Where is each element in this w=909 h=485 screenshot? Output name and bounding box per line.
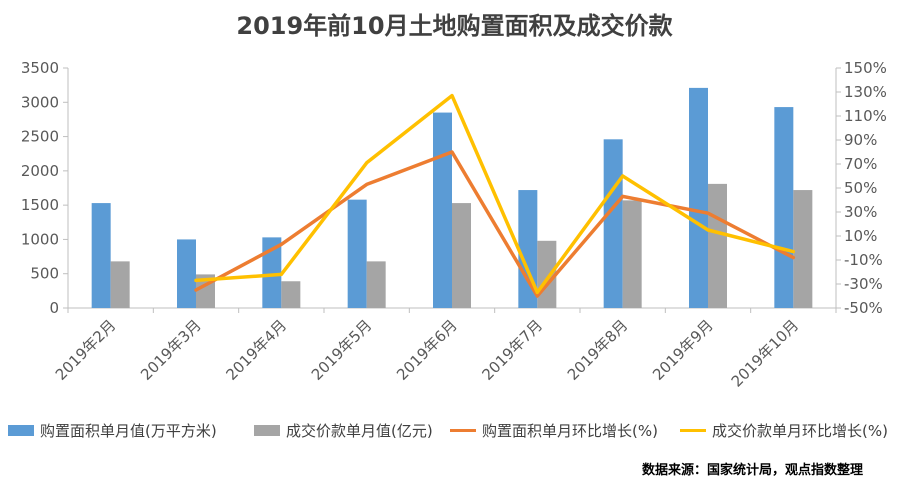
bar-price-5 [452,203,471,308]
source-note: 数据来源：国家统计局，观点指数整理 [641,463,863,478]
legend-swatch-area-bar [8,424,34,436]
bar-price-4 [366,261,386,308]
x-tick-label: 2019年4月 [222,316,290,384]
y-right-tick-label: 90% [844,131,877,149]
y-right-tick-label: 10% [844,227,877,245]
x-tick-label: 2019年3月 [137,316,205,384]
bar-area-5 [433,112,452,308]
y-right-tick-label: 110% [844,107,887,125]
bar-area-7 [603,139,623,308]
x-tick-label: 2019年6月 [393,316,461,384]
bar-area-1 [91,203,111,308]
y-right-tick-label: 30% [844,203,877,221]
y-right-tick-label: -30% [844,275,883,293]
line-price-growth [194,93,796,295]
legend-label-area-line: 购置面积单月环比增长(%) [482,421,658,440]
y-right-tick-label: 150% [844,59,887,77]
legend-label-area-bar: 购置面积单月值(万平方米) [40,421,217,440]
line-area-growth [194,150,796,298]
y-left-tick-label: 0 [49,299,59,317]
bar-price-6 [537,240,557,308]
x-tick-label: 2019年2月 [52,316,120,384]
x-tick-label: 2019年8月 [564,316,632,384]
legend-item-price-bar: 成交价款单月值(亿元) [254,418,433,442]
bar-area-3 [262,237,282,308]
y-right-tick-label: -50% [844,299,883,317]
x-tick-label: 2019年5月 [308,316,376,384]
bar-area-2 [177,239,196,308]
y-right-tick-label: -10% [844,251,883,269]
bar-area-4 [347,199,367,308]
x-tick-label: 2019年9月 [649,316,717,384]
x-tick-label: 2019年10月 [728,316,802,390]
x-tick-label: 2019年7月 [478,316,546,384]
y-left-tick-label: 3000 [21,93,59,111]
bar-price-7 [622,200,642,308]
legend-label-price-line: 成交价款单月环比增长(%) [712,421,888,440]
y-left-tick-label: 1000 [21,230,59,248]
legend-item-area-bar: 购置面积单月值(万平方米) [8,418,217,442]
y-left-tick-label: 3500 [21,59,59,77]
bar-price-1 [110,261,130,308]
legend-label-price-bar: 成交价款单月值(亿元) [286,421,433,440]
bar-price-3 [281,281,301,308]
y-left-tick-label: 1500 [21,196,59,214]
bar-price-8 [708,183,727,308]
bar-price-9 [793,190,813,308]
legend-swatch-area-line [450,428,476,432]
y-left-tick-label: 2000 [21,162,59,180]
chart-title: 2019年前10月土地购置面积及成交价款 [236,12,673,40]
y-right-tick-label: 50% [844,179,877,197]
y-left-tick-label: 2500 [21,128,59,146]
legend-swatch-price-line [680,428,706,432]
y-right-tick-label: 130% [844,83,887,101]
bar-area-8 [689,87,708,308]
legend-swatch-price-bar [254,424,280,436]
legend-item-area-line: 购置面积单月环比增长(%) [450,418,658,442]
y-left-tick-label: 500 [30,265,59,283]
bar-area-9 [774,107,794,308]
legend-item-price-line: 成交价款单月环比增长(%) [680,418,888,442]
y-right-tick-label: 70% [844,155,877,173]
chart-legend: 购置面积单月值(万平方米) 成交价款单月值(亿元) 购置面积单月环比增长(%) … [8,418,908,442]
